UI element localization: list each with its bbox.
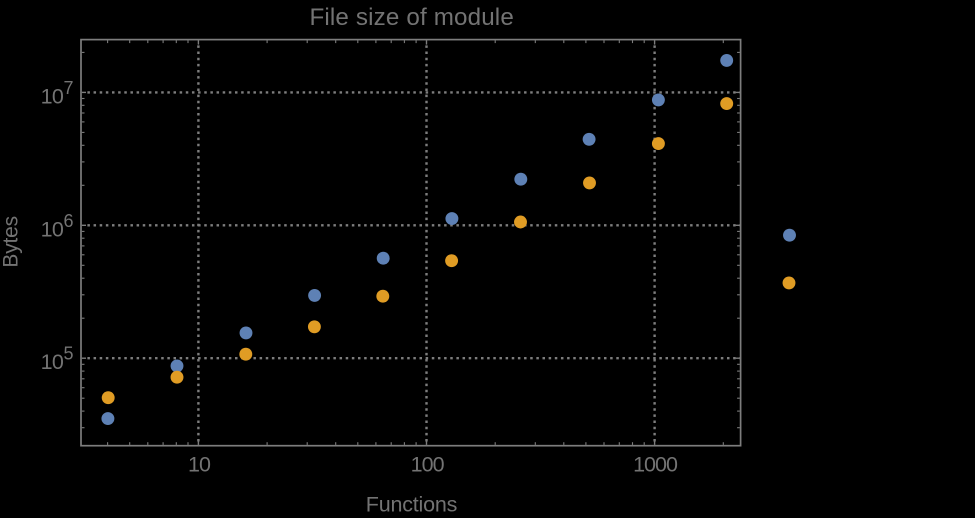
svg-text:Functions: Functions [366, 492, 457, 513]
svg-text:100: 100 [411, 452, 445, 476]
svg-text:105: 105 [41, 344, 74, 375]
svg-text:Bytes: Bytes [0, 216, 22, 268]
svg-text:106: 106 [41, 211, 74, 242]
svg-text:File size of module: File size of module [309, 4, 514, 31]
svg-text:1000: 1000 [633, 452, 678, 476]
svg-text:10: 10 [188, 452, 211, 476]
svg-text:107: 107 [41, 78, 74, 109]
